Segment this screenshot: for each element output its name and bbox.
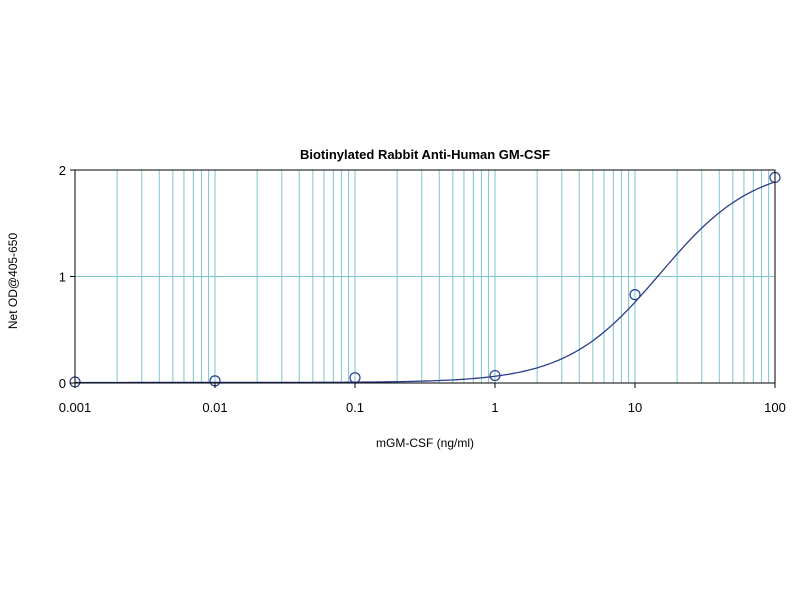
y-tick-label: 0: [59, 376, 66, 391]
chart-title: Biotinylated Rabbit Anti-Human GM-CSF: [300, 147, 550, 162]
y-axis: 0 1 2: [59, 163, 75, 391]
x-axis-label: mGM-CSF (ng/ml): [376, 436, 474, 450]
x-tick-label: 100: [764, 400, 786, 415]
points-layer: [69, 171, 781, 388]
y-tick-label: 2: [59, 163, 66, 178]
x-axis: 0.001 0.01 0.1 1 10 100: [59, 383, 786, 415]
y-axis-label: Net OD@405-650: [6, 233, 20, 330]
x-tick-label: 0.01: [202, 400, 227, 415]
x-tick-label: 10: [628, 400, 642, 415]
x-tick-label: 1: [491, 400, 498, 415]
x-tick-label: 0.1: [346, 400, 364, 415]
curve-layer: [75, 181, 776, 384]
data-point: [489, 369, 501, 382]
y-tick-label: 1: [59, 270, 66, 285]
x-tick-label: 0.001: [59, 400, 92, 415]
grid-layer: [75, 170, 775, 383]
data-point: [629, 289, 641, 301]
fit-curve: [75, 181, 776, 384]
